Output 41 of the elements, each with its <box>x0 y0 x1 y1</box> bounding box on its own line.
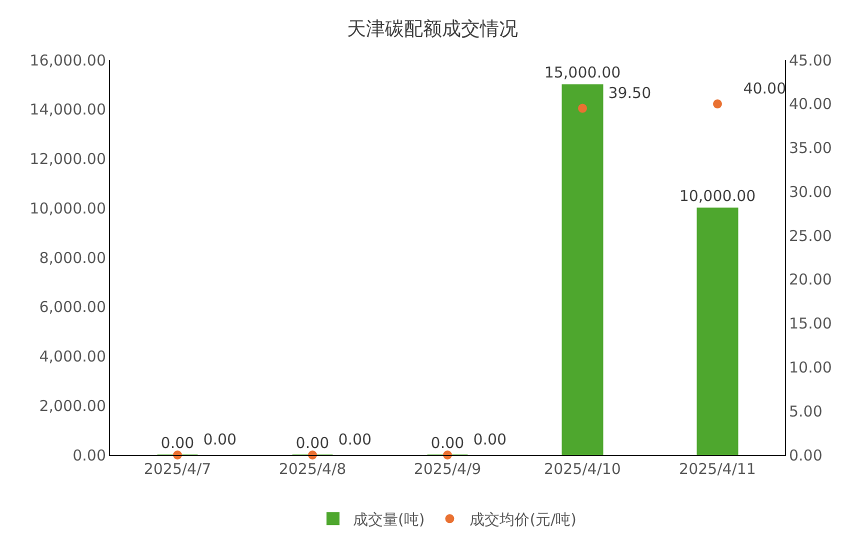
y2-tick-label: 30.00 <box>789 182 832 201</box>
y2-tick-label: 15.00 <box>789 314 832 333</box>
data-label: 15,000.00 <box>544 64 621 82</box>
legend-label: 成交均价(元/吨) <box>470 510 576 528</box>
data-label: 40.00 <box>724 80 786 98</box>
y2-tick-label: 40.00 <box>789 95 832 114</box>
x-tick-label: 2025/4/7 <box>144 460 212 478</box>
point <box>713 99 722 108</box>
y2-tick-label: 45.00 <box>789 51 832 70</box>
bar <box>696 208 738 455</box>
data-label: 0.00 <box>160 434 194 452</box>
point <box>578 104 587 113</box>
y-tick-label: 2,000.00 <box>39 396 106 415</box>
y2-tick-label: 25.00 <box>789 226 832 245</box>
data-label: 0.00 <box>296 434 330 452</box>
y-tick-label: 6,000.00 <box>39 298 106 316</box>
x-tick-label: 2025/4/9 <box>414 460 482 478</box>
y-tick-label: 16,000.00 <box>30 51 106 70</box>
x-tick-label: 2025/4/10 <box>544 460 621 478</box>
y-tick-label: 4,000.00 <box>39 348 106 366</box>
data-label: 0.00 <box>203 430 237 449</box>
y-tick-label: 8,000.00 <box>39 248 106 267</box>
data-label: 39.50 <box>589 84 652 102</box>
y2-tick-label: 10.00 <box>789 358 832 376</box>
y2-tick-label: 35.00 <box>789 139 832 158</box>
data-label: 0.00 <box>430 434 464 452</box>
data-label: 10,000.00 <box>679 187 756 206</box>
data-label: 0.00 <box>338 430 372 449</box>
x-tick-label: 2025/4/11 <box>679 460 756 478</box>
x-tick-label: 2025/4/8 <box>278 460 346 478</box>
y-tick-label: 12,000.00 <box>30 150 106 168</box>
y-tick-label: 14,000.00 <box>30 100 106 119</box>
chart-title: 天津碳配额成交情况 <box>347 18 518 40</box>
data-label: 0.00 <box>473 430 507 449</box>
y-tick-label: 0.00 <box>72 446 106 464</box>
legend-label: 成交量(吨) <box>353 510 425 528</box>
y2-tick-label: 0.00 <box>789 446 822 464</box>
y2-tick-label: 5.00 <box>789 402 822 420</box>
y2-tick-label: 20.00 <box>789 270 832 289</box>
y-tick-label: 10,000.00 <box>30 199 106 218</box>
bar <box>562 84 604 455</box>
